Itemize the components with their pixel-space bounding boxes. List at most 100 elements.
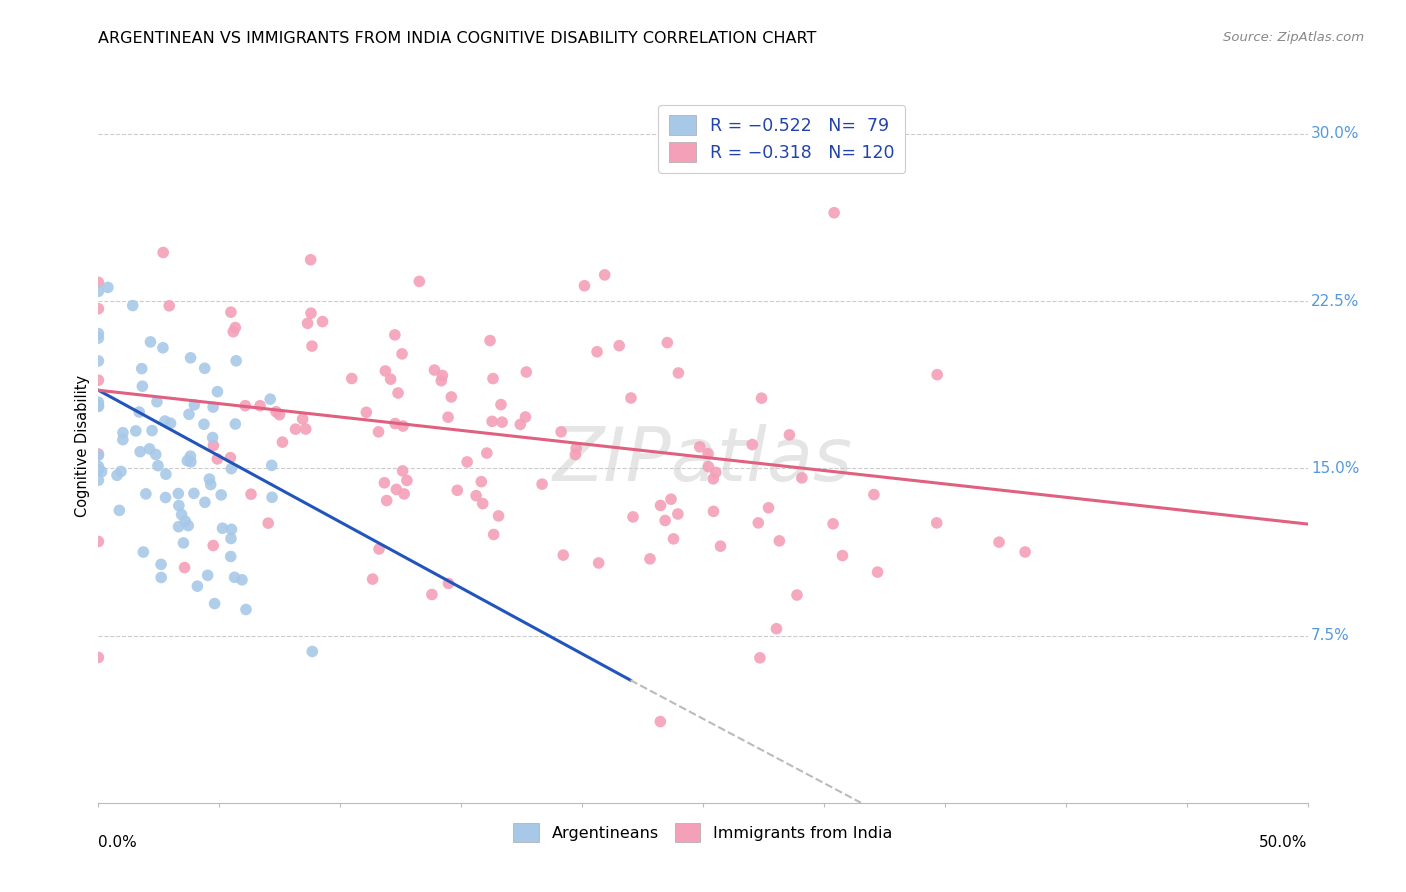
Point <box>87 354 110 368</box>
Point <box>380 372 402 386</box>
Point <box>437 410 460 425</box>
Point <box>689 440 711 454</box>
Point <box>654 514 676 528</box>
Point <box>138 442 160 456</box>
Point <box>167 499 190 513</box>
Point <box>482 527 505 541</box>
Point <box>297 316 319 330</box>
Point <box>751 391 773 405</box>
Point <box>150 570 173 584</box>
Point <box>259 392 281 407</box>
Point <box>87 400 110 414</box>
Point <box>550 425 572 439</box>
Point <box>408 274 430 288</box>
Point <box>121 299 143 313</box>
Text: Source: ZipAtlas.com: Source: ZipAtlas.com <box>1223 31 1364 45</box>
Point <box>384 327 406 342</box>
Point <box>456 455 478 469</box>
Point <box>470 475 492 489</box>
Point <box>90 465 112 479</box>
Point <box>155 467 177 482</box>
Point <box>301 339 323 353</box>
Point <box>515 365 537 379</box>
Point <box>152 341 174 355</box>
Point <box>621 509 644 524</box>
Point <box>284 422 307 436</box>
Point <box>200 477 222 491</box>
Point <box>221 461 243 475</box>
Point <box>697 447 720 461</box>
Point <box>87 301 110 316</box>
Point <box>224 320 246 334</box>
Point <box>108 503 131 517</box>
Point <box>420 587 443 601</box>
Text: 15.0%: 15.0% <box>1312 461 1360 475</box>
Point <box>177 407 200 421</box>
Point <box>709 539 731 553</box>
Point <box>87 285 110 299</box>
Text: 30.0%: 30.0% <box>1312 127 1360 141</box>
Point <box>172 536 194 550</box>
Point <box>748 650 770 665</box>
Point <box>157 299 180 313</box>
Point <box>221 522 243 536</box>
Point <box>385 483 408 497</box>
Point <box>111 425 134 440</box>
Point <box>299 252 322 267</box>
Point <box>659 492 682 507</box>
Point <box>586 344 609 359</box>
Point <box>446 483 468 498</box>
Point <box>758 500 780 515</box>
Point <box>87 326 110 341</box>
Point <box>482 371 505 385</box>
Point <box>553 548 575 562</box>
Point <box>697 459 720 474</box>
Text: 0.0%: 0.0% <box>98 835 138 850</box>
Point <box>863 487 886 501</box>
Point <box>180 455 202 469</box>
Point <box>97 280 120 294</box>
Text: 22.5%: 22.5% <box>1312 293 1360 309</box>
Point <box>301 644 323 658</box>
Point <box>565 442 588 456</box>
Point <box>423 363 446 377</box>
Point <box>786 588 808 602</box>
Point <box>180 351 202 365</box>
Point <box>240 487 263 501</box>
Point <box>87 395 110 409</box>
Point <box>1014 545 1036 559</box>
Point <box>340 371 363 385</box>
Point <box>225 353 247 368</box>
Point <box>831 549 853 563</box>
Point <box>765 622 787 636</box>
Point <box>657 335 679 350</box>
Point <box>391 347 413 361</box>
Point <box>387 386 409 401</box>
Point <box>87 459 110 474</box>
Point <box>257 516 280 530</box>
Point <box>823 516 845 531</box>
Point <box>105 468 128 483</box>
Point <box>135 487 157 501</box>
Point <box>174 514 197 528</box>
Point <box>209 488 232 502</box>
Point <box>177 518 200 533</box>
Point <box>219 305 242 319</box>
Point <box>152 245 174 260</box>
Point <box>219 450 242 465</box>
Point <box>183 486 205 500</box>
Point <box>194 495 217 509</box>
Point <box>87 331 110 345</box>
Point <box>202 400 225 414</box>
Point <box>132 545 155 559</box>
Point <box>224 417 246 431</box>
Point <box>139 334 162 349</box>
Point <box>471 497 494 511</box>
Point <box>778 427 800 442</box>
Point <box>167 519 190 533</box>
Point <box>235 602 257 616</box>
Point <box>509 417 531 432</box>
Point <box>823 205 845 219</box>
Point <box>224 570 246 584</box>
Point <box>87 373 110 387</box>
